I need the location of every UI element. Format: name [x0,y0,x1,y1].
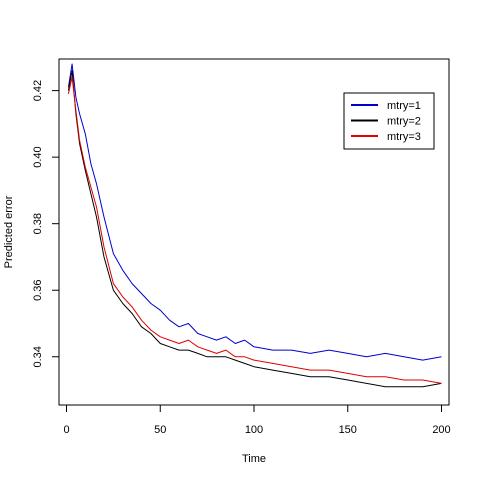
x-tick-label-3: 150 [339,424,357,436]
y-axis: 0.34 0.36 0.38 0.40 0.42 [32,80,60,368]
x-tick-label-2: 100 [245,424,263,436]
series-line-2 [67,70,442,388]
series-layer [67,63,442,388]
legend-box [343,92,435,150]
x-tick-label-1: 50 [154,424,166,436]
y-tick-label-2: 0.38 [32,213,44,234]
x-axis-title: Time [242,453,266,465]
legend: mtry=1 mtry=2 mtry=3 [343,92,435,150]
x-tick-label-0: 0 [63,424,69,436]
legend-label-2: mtry=2 [387,116,421,128]
series-line-3 [67,76,442,384]
y-tick-label-3: 0.40 [32,146,44,167]
y-axis-title: Predicted error [3,195,15,268]
legend-label-1: mtry=1 [387,100,421,112]
legend-label-3: mtry=3 [387,131,421,143]
y-tick-label-0: 0.34 [32,346,44,367]
y-tick-label-4: 0.42 [32,80,44,101]
x-axis: 0 50 100 150 200 [63,404,451,436]
y-tick-label-1: 0.36 [32,279,44,300]
x-tick-label-4: 200 [432,424,450,436]
series-line-1 [67,63,442,361]
